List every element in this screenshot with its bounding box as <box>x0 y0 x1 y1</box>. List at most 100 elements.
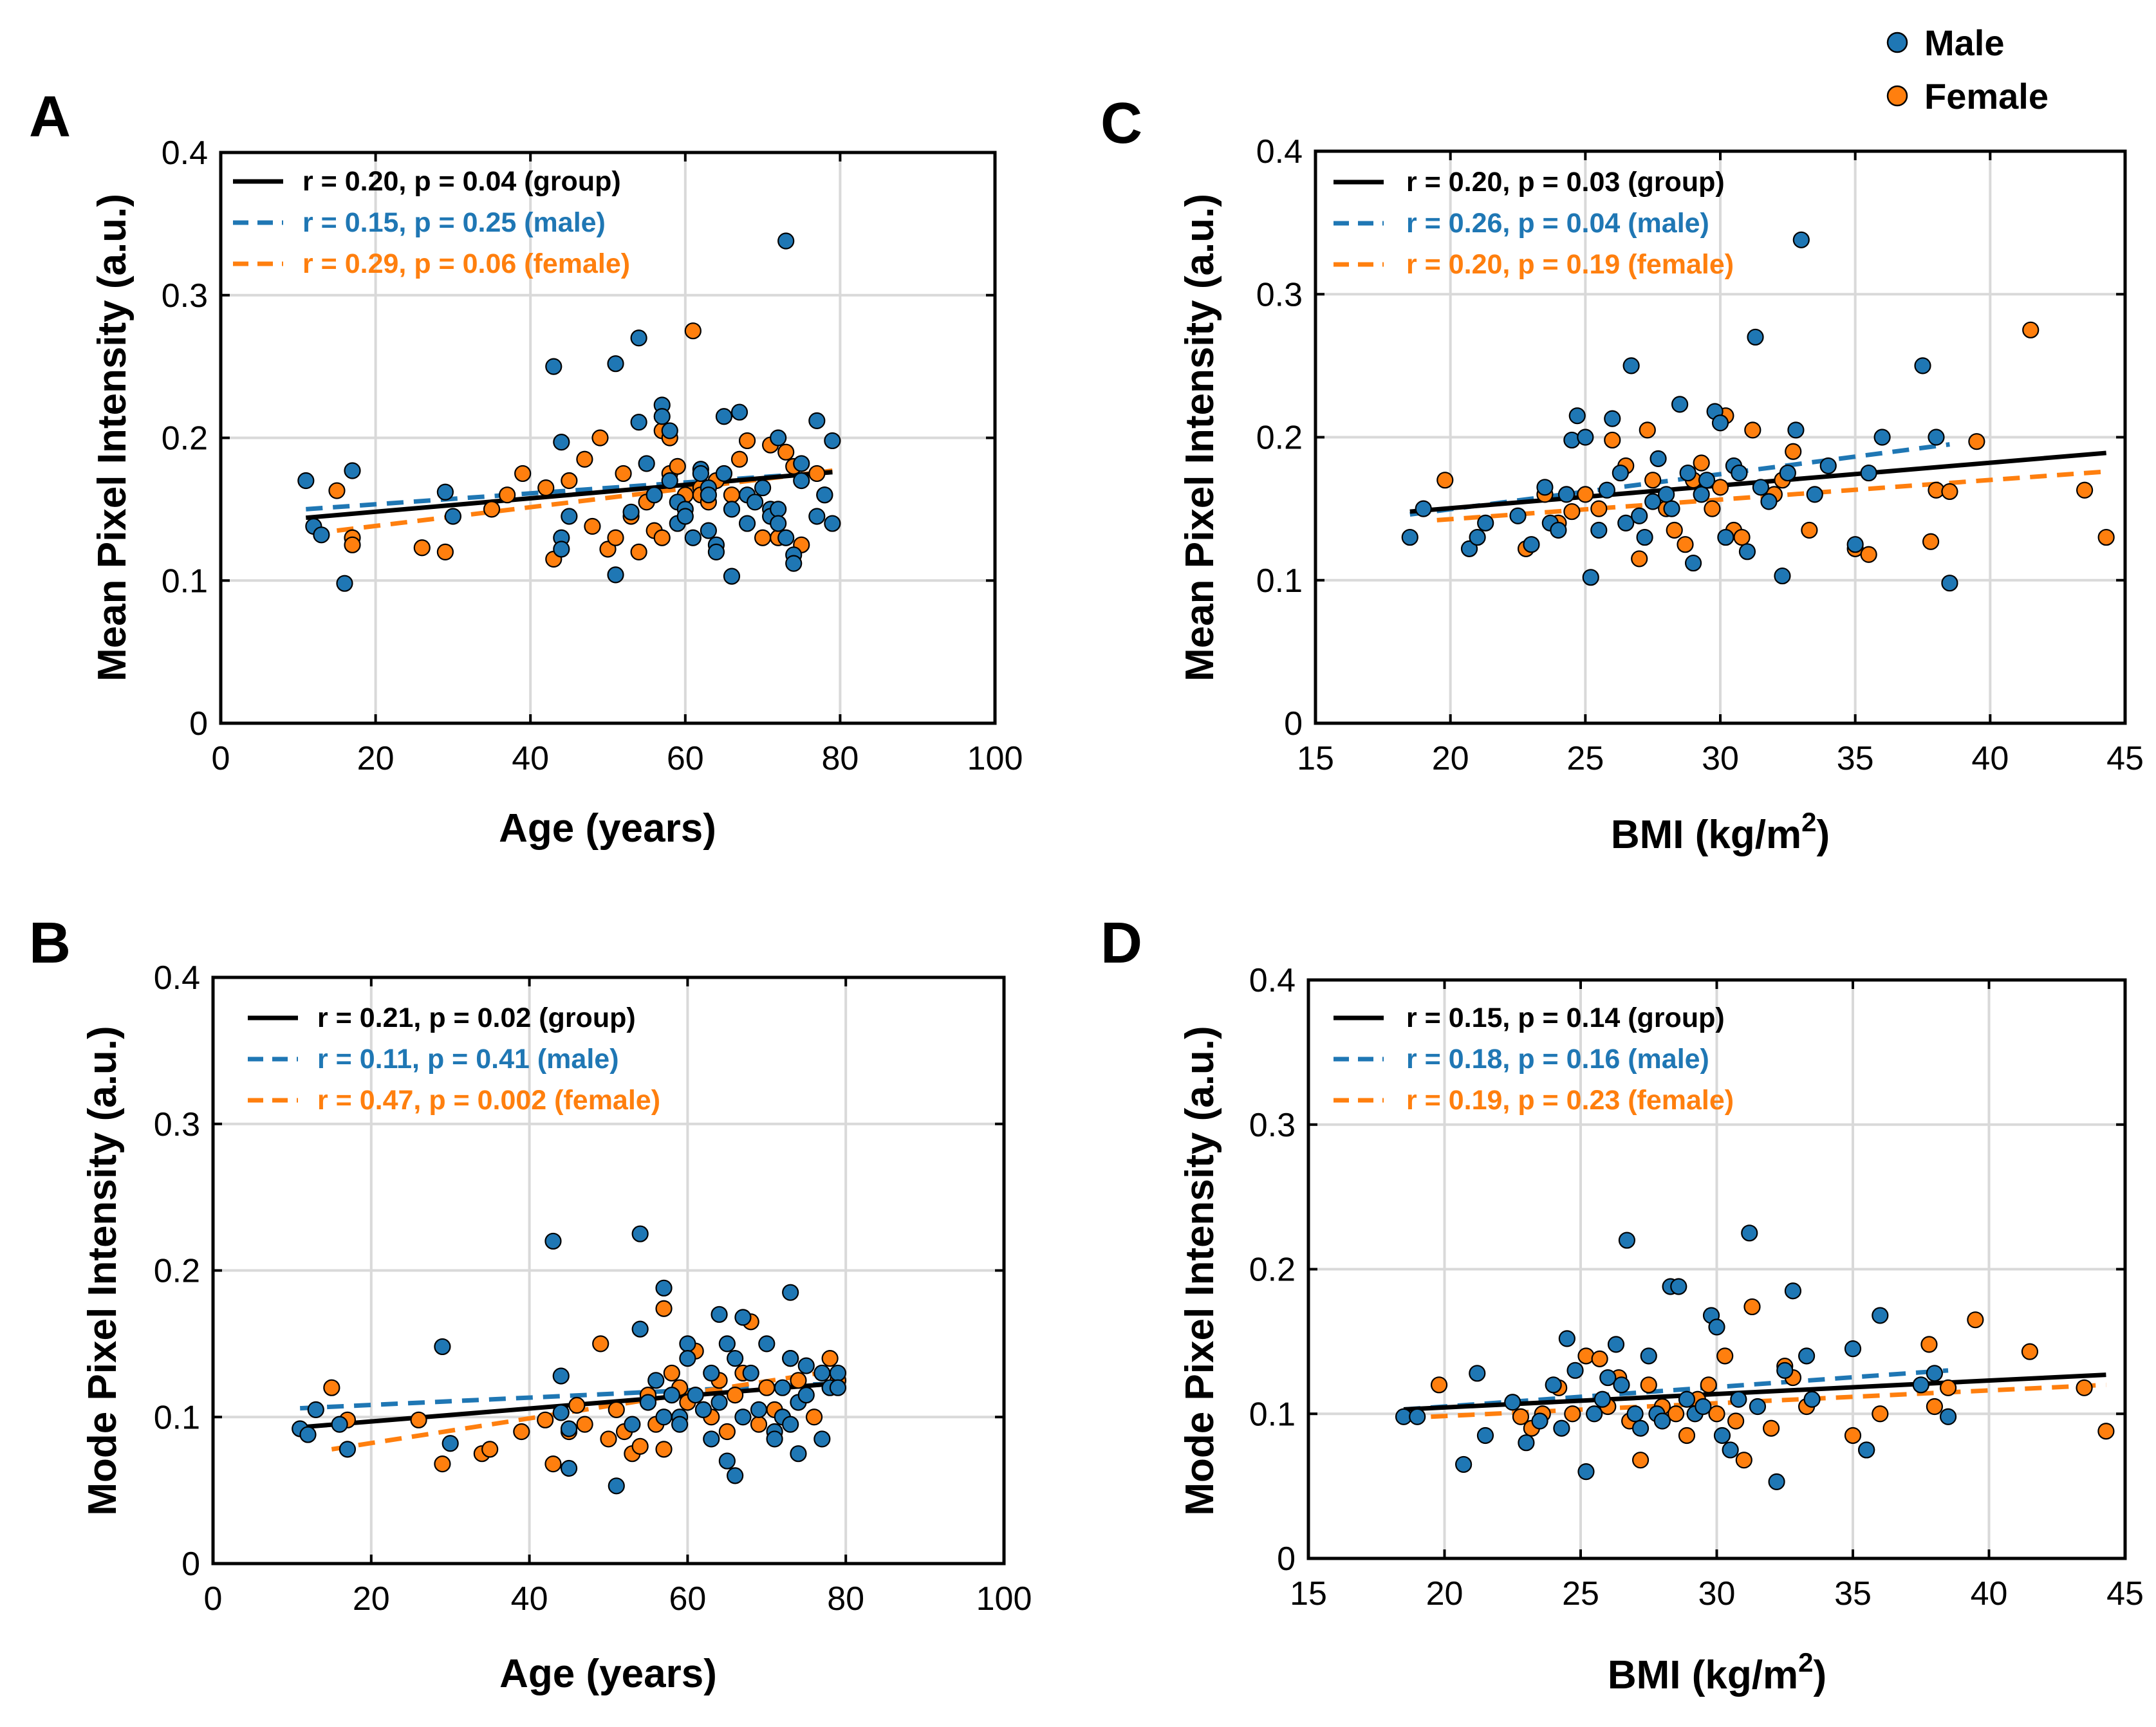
panel-d-male-point <box>1844 1340 1862 1358</box>
panel-b-male-point <box>782 1416 799 1433</box>
panel-a-male-point <box>715 465 733 483</box>
panel-a-male-point <box>824 432 841 450</box>
panel-a-male-point <box>777 232 795 250</box>
panel-c-xlabel: BMI (kg/m2) <box>1611 807 1830 857</box>
panel-d-male-point <box>1455 1455 1473 1473</box>
panel-a-ticks: 0 20 40 60 80 100 0 0.1 0.2 0.3 0.4 <box>162 134 1023 777</box>
panel-c-xtick-label: 20 <box>1432 740 1469 777</box>
panel-b-male-point <box>790 1445 807 1463</box>
panel-d-xtick-label: 20 <box>1426 1575 1464 1612</box>
panel-b-annotations: r = 0.21, p = 0.02 (group) r = 0.11, p =… <box>248 1002 660 1116</box>
panel-d-female-point <box>1844 1427 1862 1445</box>
panel-c-female-point <box>1631 550 1648 568</box>
panel-c-legend-female-text: r = 0.20, p = 0.19 (female) <box>1406 249 1734 280</box>
panel-c-female-point <box>2076 481 2094 499</box>
panel-c-male-point <box>1663 500 1680 517</box>
panel-a-male-point <box>646 486 663 504</box>
panel-b-female-point <box>805 1408 823 1426</box>
panel-a-male-point <box>707 543 725 561</box>
panel-c-male-point <box>1590 521 1608 539</box>
panel-b-male-point <box>544 1232 562 1250</box>
panel-b-male-point <box>813 1364 831 1382</box>
panel-a-male-point <box>553 434 570 451</box>
panel-b-male-point <box>679 1350 696 1367</box>
panel-c-ytick-label: 0 <box>1284 705 1303 743</box>
panel-a-male-point <box>692 465 709 483</box>
panel-a-female-point <box>615 465 632 483</box>
panel-a-female-point <box>630 543 647 561</box>
panel-b-female-point <box>481 1441 499 1458</box>
panel-b-male-point <box>608 1477 625 1495</box>
panel-d-male-point <box>1553 1419 1570 1437</box>
panel-d-male-point <box>1518 1434 1535 1452</box>
panel-d-male-point <box>1776 1362 1794 1379</box>
panel-c-male-point <box>1612 464 1629 482</box>
panel-c-female-point <box>1704 500 1721 517</box>
panel-c-male-point <box>1650 450 1667 467</box>
panel-c-male-point <box>1509 507 1527 524</box>
panel-d-ytick-label: 0.4 <box>1249 962 1296 999</box>
panel-a-male-point <box>622 503 640 521</box>
panel-c: C 15 20 25 30 35 40 45 0 0.1 0.2 0.3 0.4 r = 0.20, … <box>1101 91 2144 857</box>
panel-a-female-point <box>584 517 601 535</box>
panel-d-female-point <box>1967 1311 1984 1329</box>
panel-c-xlabel-sup: 2 <box>1801 807 1816 837</box>
panel-d-male-point <box>1741 1224 1758 1242</box>
panel-b-male-point <box>639 1394 657 1411</box>
panel-c-xtick-label: 40 <box>1971 740 2009 777</box>
panel-a-male-point <box>777 529 795 546</box>
panel-d-male-point <box>1939 1408 1957 1425</box>
panel-c-male-point <box>1684 554 1702 572</box>
panel-c-label: C <box>1101 91 1142 156</box>
panel-a-female-point <box>591 429 609 447</box>
panel-b-male-point <box>331 1416 348 1433</box>
panel-a-points <box>297 232 841 592</box>
panel-b-male-point <box>687 1386 704 1404</box>
panel-a-female-point <box>777 443 795 461</box>
panel-c-male-point <box>1698 472 1716 489</box>
panel-b-male-point <box>663 1386 680 1404</box>
panel-a-male-point <box>553 540 570 558</box>
panel-c-male-point <box>1717 528 1734 546</box>
panel-b-female-point <box>655 1441 673 1458</box>
panel-d-female-point <box>1430 1376 1448 1394</box>
panel-d-xtick-label: 45 <box>2106 1575 2144 1612</box>
panel-d-annotations: r = 0.15, p = 0.14 (group) r = 0.18, p =… <box>1334 1002 1734 1116</box>
panel-c-male-point <box>1928 429 1945 446</box>
panel-d-ytick-label: 0.3 <box>1249 1107 1296 1144</box>
panel-b-female-point <box>600 1430 617 1448</box>
panel-b-legend-male-text: r = 0.11, p = 0.41 (male) <box>317 1044 619 1075</box>
legend-female-label: Female <box>1924 76 2049 116</box>
panel-a-male-point <box>313 526 330 544</box>
panel-d-female-point <box>1743 1298 1761 1316</box>
panel-c-male-point <box>1460 540 1478 557</box>
panel-c-female-point <box>1785 443 1802 460</box>
panel-a-ytick-label: 0.2 <box>162 420 208 457</box>
panel-d-female-point <box>2076 1379 2093 1396</box>
panel-a-female-point <box>754 529 772 546</box>
panel-d-ylabel: Mode Pixel Intensity (a.u.) <box>1178 1026 1222 1515</box>
panel-b-xtick-label: 40 <box>511 1580 548 1618</box>
panel-c-annotations: r = 0.20, p = 0.03 (group) r = 0.26, p =… <box>1334 167 1734 280</box>
panel-d-female-point <box>1564 1405 1581 1423</box>
panel-c-xlabel-main: BMI (kg/m <box>1611 813 1801 857</box>
panel-b-male-point <box>718 1335 736 1353</box>
panel-a-male-point <box>723 501 741 518</box>
panel-a-female-point <box>599 540 617 558</box>
panel-c-female-point <box>1744 421 1761 439</box>
panel-c-male-point <box>1711 414 1729 432</box>
panel-b-xtick-label: 100 <box>976 1580 1032 1618</box>
panel-c-female-point <box>1941 483 1958 501</box>
panel-a-ytick-label: 0.4 <box>162 134 208 172</box>
panel-d-male-point <box>1670 1278 1687 1295</box>
panel-c-female-point <box>1968 433 1985 450</box>
panel-a-male-point <box>738 515 756 532</box>
panel-c-male-point <box>1792 231 1810 248</box>
panel-d-legend-male-text: r = 0.18, p = 0.16 (male) <box>1406 1044 1709 1075</box>
panel-a-female-point <box>328 482 346 499</box>
panel-d-female-point <box>2021 1343 2039 1360</box>
panel-c-male-point <box>1671 396 1689 413</box>
panel-d-male-point <box>1469 1365 1486 1382</box>
panel-d-male-point <box>1586 1405 1603 1423</box>
panel-b-ytick-label: 0.1 <box>154 1399 200 1436</box>
